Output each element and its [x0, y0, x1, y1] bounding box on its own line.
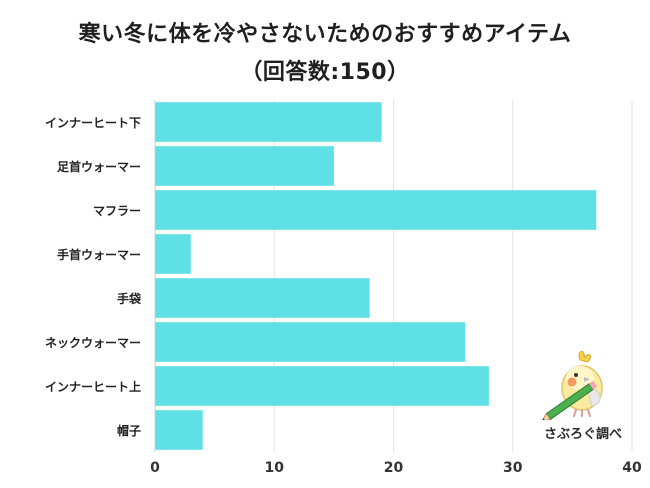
bar — [155, 146, 334, 186]
category-label: 足首ウォーマー — [57, 159, 141, 174]
x-tick-label: 0 — [150, 460, 160, 476]
bar — [155, 234, 191, 274]
x-tick-label: 20 — [384, 460, 404, 476]
x-tick-label: 30 — [503, 460, 523, 476]
bar — [155, 190, 597, 230]
chart-title: 寒い冬に体を冷やさないためのおすすめアイテム — [78, 22, 572, 47]
x-tick-label: 40 — [622, 460, 642, 476]
bar — [155, 278, 370, 318]
bar — [155, 410, 203, 450]
cockatiel-mascot-icon — [541, 351, 603, 420]
category-label: 帽子 — [117, 423, 141, 438]
category-label: インナーヒート上 — [45, 379, 141, 394]
source-credit: さぶろぐ調べ — [543, 427, 622, 442]
category-label: 手袋 — [117, 291, 142, 306]
bar — [155, 366, 489, 406]
bar — [155, 102, 382, 142]
category-label: ネックウォーマー — [45, 336, 141, 350]
x-tick-label: 10 — [265, 460, 285, 476]
bar — [155, 322, 466, 362]
category-label: マフラー — [93, 204, 141, 218]
chart-subtitle: （回答数:150） — [240, 60, 410, 85]
category-label: 手首ウォーマー — [57, 247, 141, 262]
category-label: インナーヒート下 — [45, 116, 141, 130]
